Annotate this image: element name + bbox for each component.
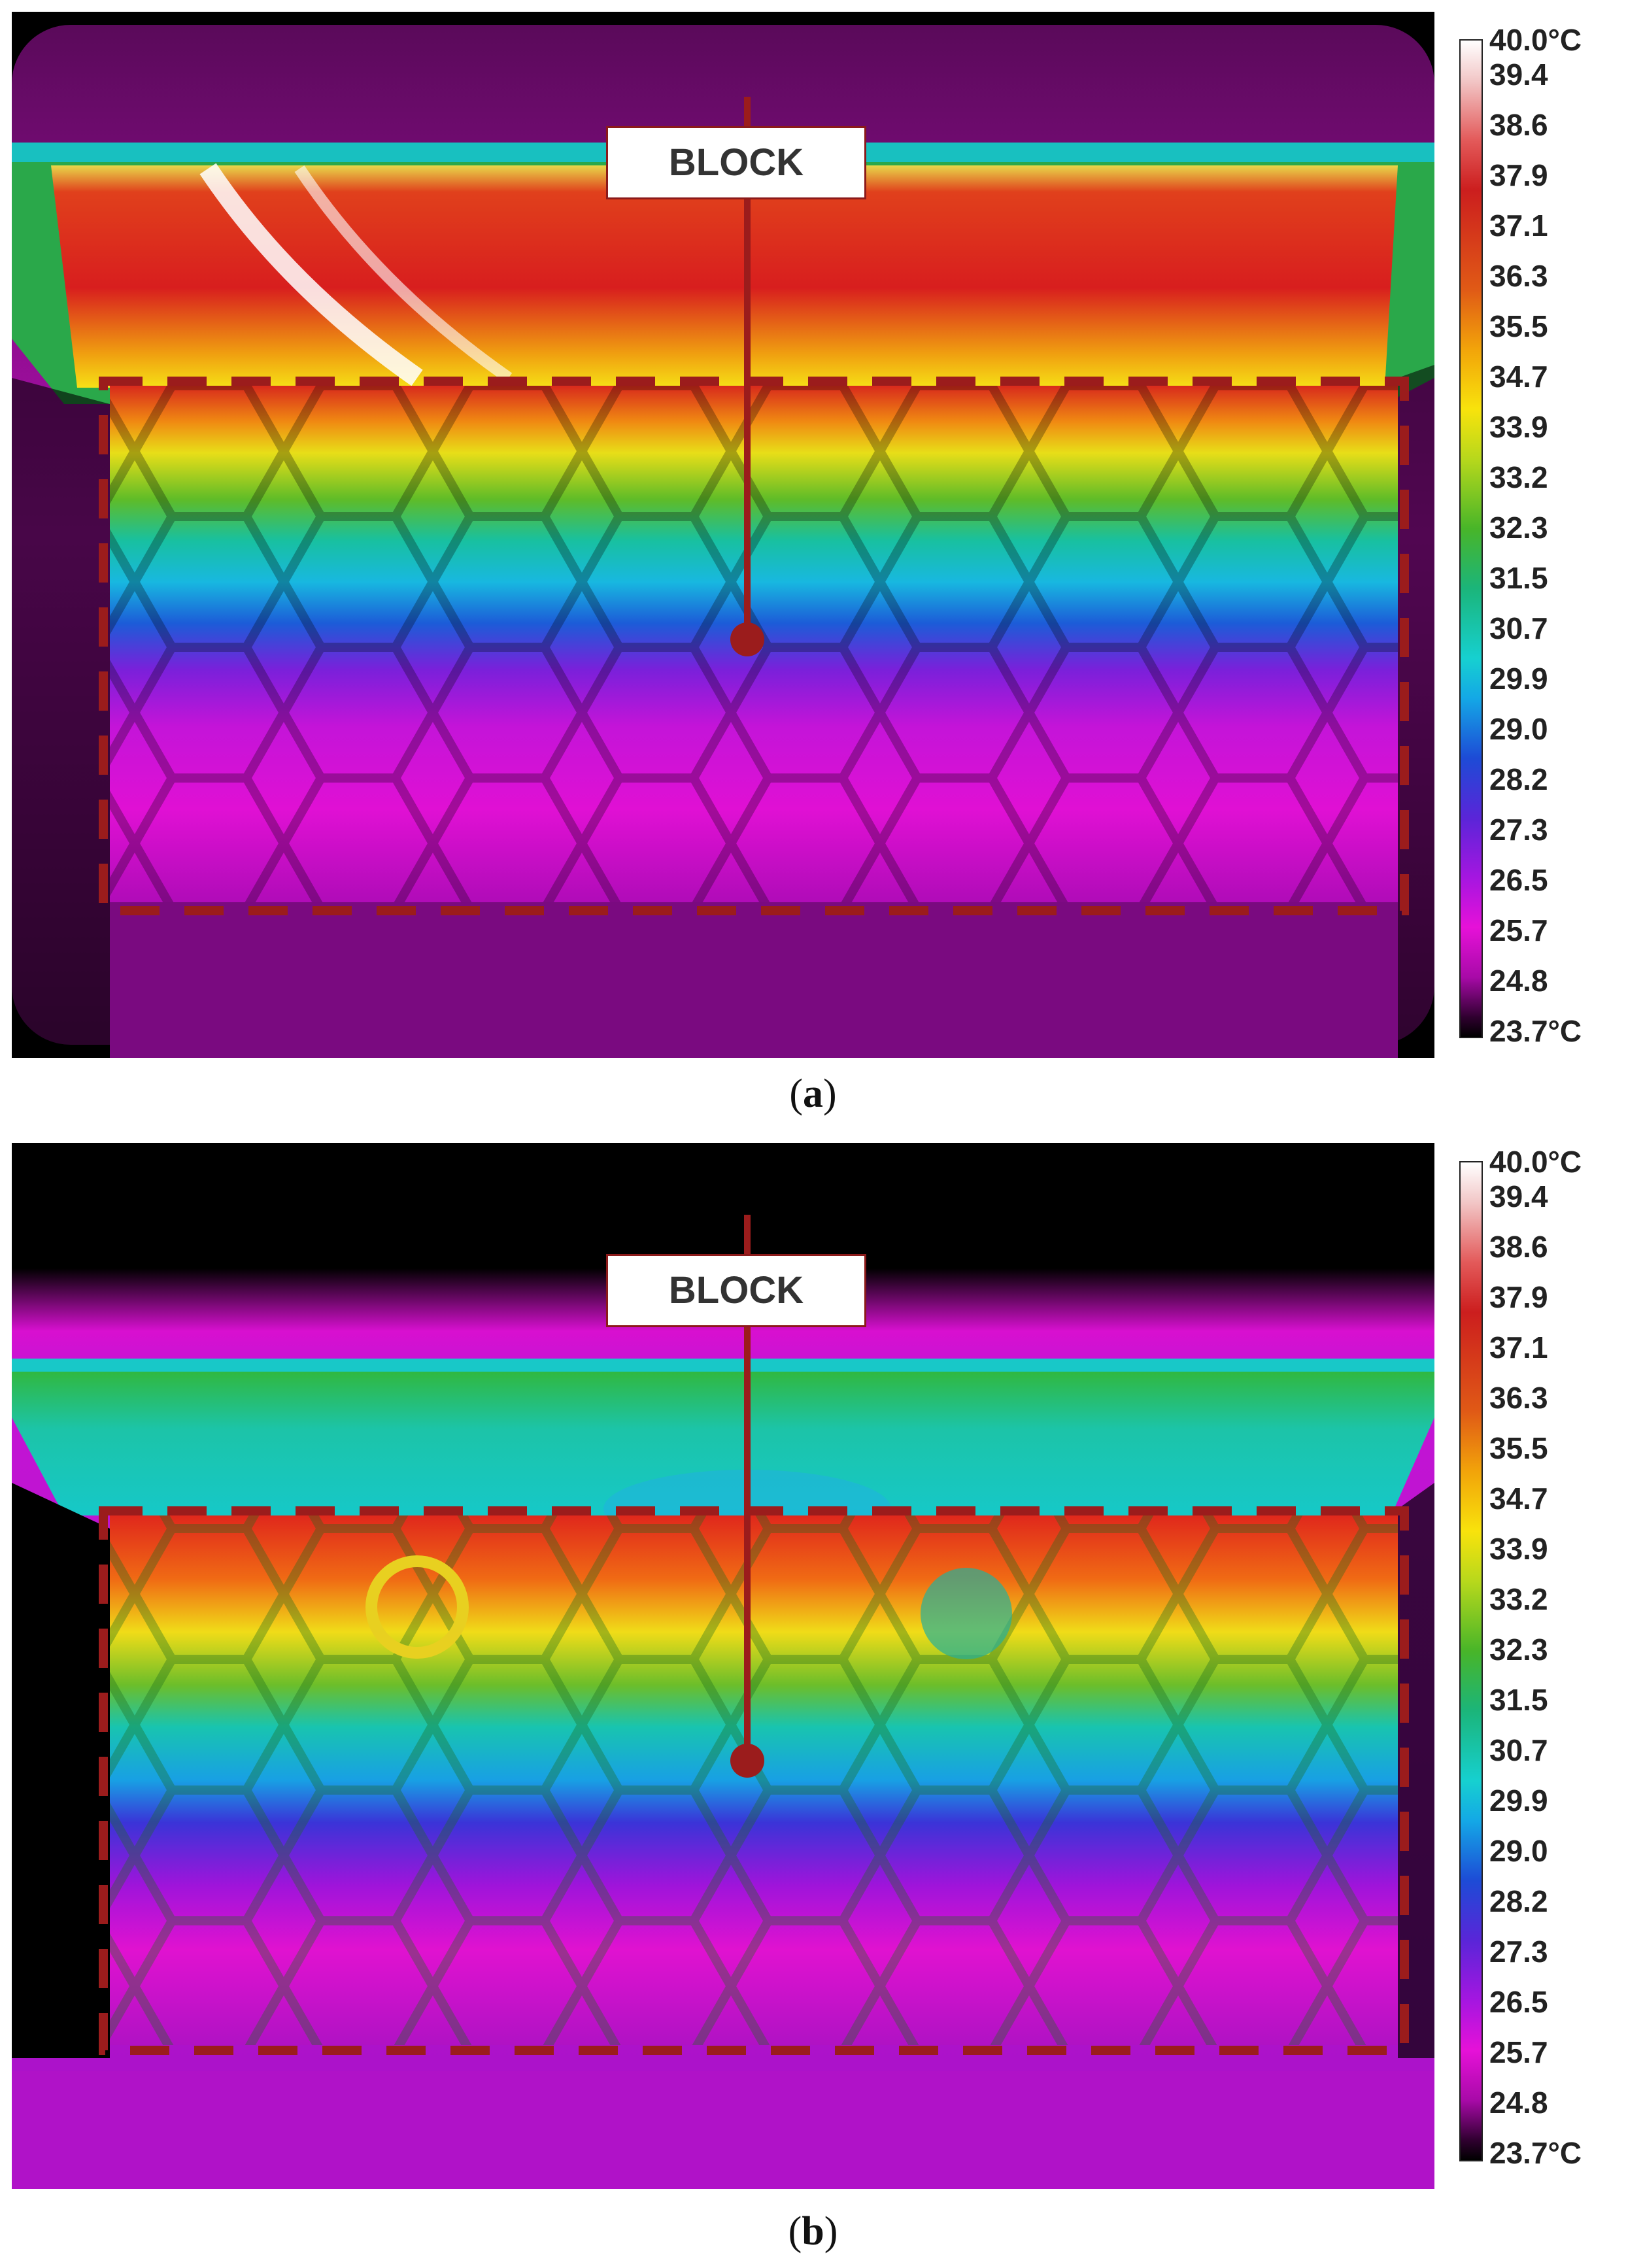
tick-label: 34.7 bbox=[1489, 1481, 1548, 1515]
tick-label: 38.6 bbox=[1489, 1230, 1548, 1264]
tick-label: 35.5 bbox=[1489, 1431, 1548, 1465]
tick-label: 24.8 bbox=[1489, 964, 1548, 998]
tick-label: 26.5 bbox=[1489, 863, 1548, 897]
tick-label: 35.5 bbox=[1489, 309, 1548, 343]
tick-label: 28.2 bbox=[1489, 762, 1548, 796]
tick-label: 30.7 bbox=[1489, 611, 1548, 645]
tick-label: 38.6 bbox=[1489, 108, 1548, 142]
caption-b: (b) bbox=[788, 2209, 838, 2254]
tick-label: 37.1 bbox=[1489, 1330, 1548, 1364]
block-label-b: BLOCK bbox=[606, 1254, 866, 1327]
tick-label: 39.4 bbox=[1489, 58, 1548, 92]
tick-label: 27.3 bbox=[1489, 813, 1548, 847]
tick-label: 29.9 bbox=[1489, 662, 1548, 696]
temperature-scale-bar-b bbox=[1459, 1161, 1483, 2161]
tick-label: 23.7°C bbox=[1489, 2136, 1582, 2170]
tick-label: 23.7°C bbox=[1489, 1014, 1582, 1048]
thermal-panel-b: BLOCK 40.0°C 39.4 38.6 37.9 37.1 36.3 35… bbox=[0, 1130, 1626, 2268]
tick-label: 29.9 bbox=[1489, 1784, 1548, 1818]
tick-label: 31.5 bbox=[1489, 561, 1548, 595]
tick-label: 33.2 bbox=[1489, 460, 1548, 494]
tick-label: 39.4 bbox=[1489, 1179, 1548, 1213]
tick-label: 24.8 bbox=[1489, 2086, 1548, 2120]
tick-label: 37.9 bbox=[1489, 158, 1548, 192]
tick-label: 40.0°C bbox=[1489, 23, 1582, 57]
tick-label: 28.2 bbox=[1489, 1884, 1548, 1918]
caption-letter: a bbox=[803, 1072, 823, 1116]
tick-label: 34.7 bbox=[1489, 360, 1548, 394]
tick-label: 33.9 bbox=[1489, 1532, 1548, 1566]
block-label-a: BLOCK bbox=[606, 126, 866, 199]
tick-label: 32.3 bbox=[1489, 511, 1548, 545]
tick-label: 40.0°C bbox=[1489, 1145, 1582, 1179]
tick-label: 37.9 bbox=[1489, 1280, 1548, 1314]
tick-label: 31.5 bbox=[1489, 1683, 1548, 1717]
tick-label: 32.3 bbox=[1489, 1633, 1548, 1667]
tick-label: 26.5 bbox=[1489, 1985, 1548, 2019]
tick-label: 37.1 bbox=[1489, 209, 1548, 243]
caption-a: (a) bbox=[789, 1072, 837, 1116]
tick-label: 27.3 bbox=[1489, 1935, 1548, 1969]
thermal-image-a bbox=[12, 12, 1434, 1058]
thermal-image-b bbox=[12, 1143, 1434, 2189]
temperature-scale-bar-a bbox=[1459, 39, 1483, 1038]
thermal-panel-a: BLOCK 40.0°C 39.4 38.6 37.9 37.1 36.3 35… bbox=[0, 0, 1626, 1125]
tick-label: 30.7 bbox=[1489, 1733, 1548, 1767]
tick-label: 25.7 bbox=[1489, 913, 1548, 947]
tick-label: 25.7 bbox=[1489, 2035, 1548, 2069]
tick-label: 33.9 bbox=[1489, 410, 1548, 444]
tick-label: 36.3 bbox=[1489, 1381, 1548, 1415]
tick-label: 29.0 bbox=[1489, 1834, 1548, 1868]
tick-label: 33.2 bbox=[1489, 1582, 1548, 1616]
tick-label: 29.0 bbox=[1489, 712, 1548, 746]
caption-letter: b bbox=[802, 2209, 824, 2254]
tick-label: 36.3 bbox=[1489, 259, 1548, 293]
